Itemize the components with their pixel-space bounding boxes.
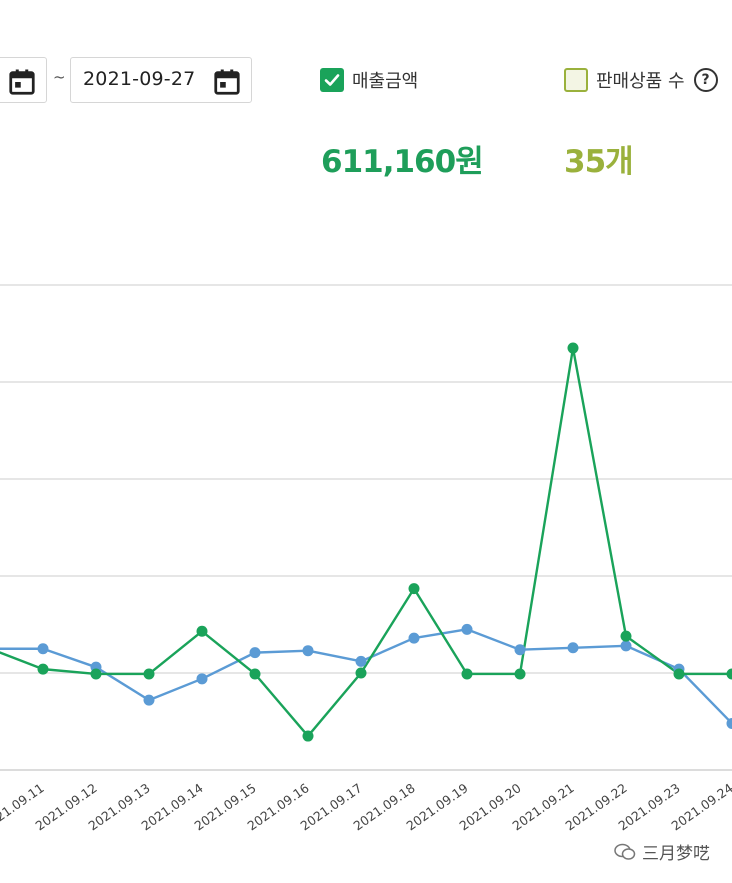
data-point-count[interactable] [143,694,155,706]
help-icon[interactable]: ? [693,68,718,92]
watermark-text: 三月梦呓 [642,844,710,864]
start-date-field[interactable] [0,57,47,103]
legend-count-toggle[interactable]: 판매상품 수 ? [564,67,718,93]
data-point-sales[interactable] [461,668,473,680]
total-count-value: 35개 [564,144,634,180]
series-line-sales [0,346,732,738]
data-point-sales[interactable] [90,668,102,680]
legend-sales-label: 매출금액 [352,71,419,92]
data-point-sales[interactable] [355,667,367,679]
data-point-count[interactable] [726,717,732,729]
data-point-sales[interactable] [726,668,732,680]
data-point-count[interactable] [355,655,367,667]
data-point-count[interactable] [461,623,473,635]
calendar-icon[interactable] [212,67,242,97]
data-point-count[interactable] [249,647,261,659]
calendar-icon[interactable] [7,67,37,97]
total-sales-value: 611,160원 [321,144,484,180]
data-point-count[interactable] [620,640,632,652]
data-point-count[interactable] [567,642,579,654]
data-point-count[interactable] [302,645,314,657]
end-date-value: 2021-09-27 [83,68,196,90]
data-point-sales[interactable] [408,583,420,595]
count-checkbox[interactable] [564,68,588,92]
watermark: 三月梦呓 [610,838,714,865]
data-point-count[interactable] [408,632,420,644]
data-point-sales[interactable] [567,342,579,354]
data-point-count[interactable] [37,643,49,655]
check-icon [324,74,340,86]
data-point-sales[interactable] [143,668,155,680]
data-point-sales[interactable] [196,625,208,637]
sales-checkbox[interactable] [320,68,344,92]
end-date-field[interactable]: 2021-09-27 [70,57,252,103]
data-point-count[interactable] [196,673,208,685]
wechat-icon [614,843,636,860]
data-point-count[interactable] [514,644,526,656]
date-range-separator: ~ [53,68,66,86]
data-point-sales[interactable] [302,730,314,742]
data-point-sales[interactable] [37,663,49,675]
legend-count-label: 판매상품 수 [596,71,685,92]
legend-sales-toggle[interactable]: 매출금액 [320,67,418,93]
data-point-sales[interactable] [620,630,632,642]
data-point-sales[interactable] [673,668,685,680]
data-point-sales[interactable] [249,668,261,680]
data-point-sales[interactable] [514,668,526,680]
